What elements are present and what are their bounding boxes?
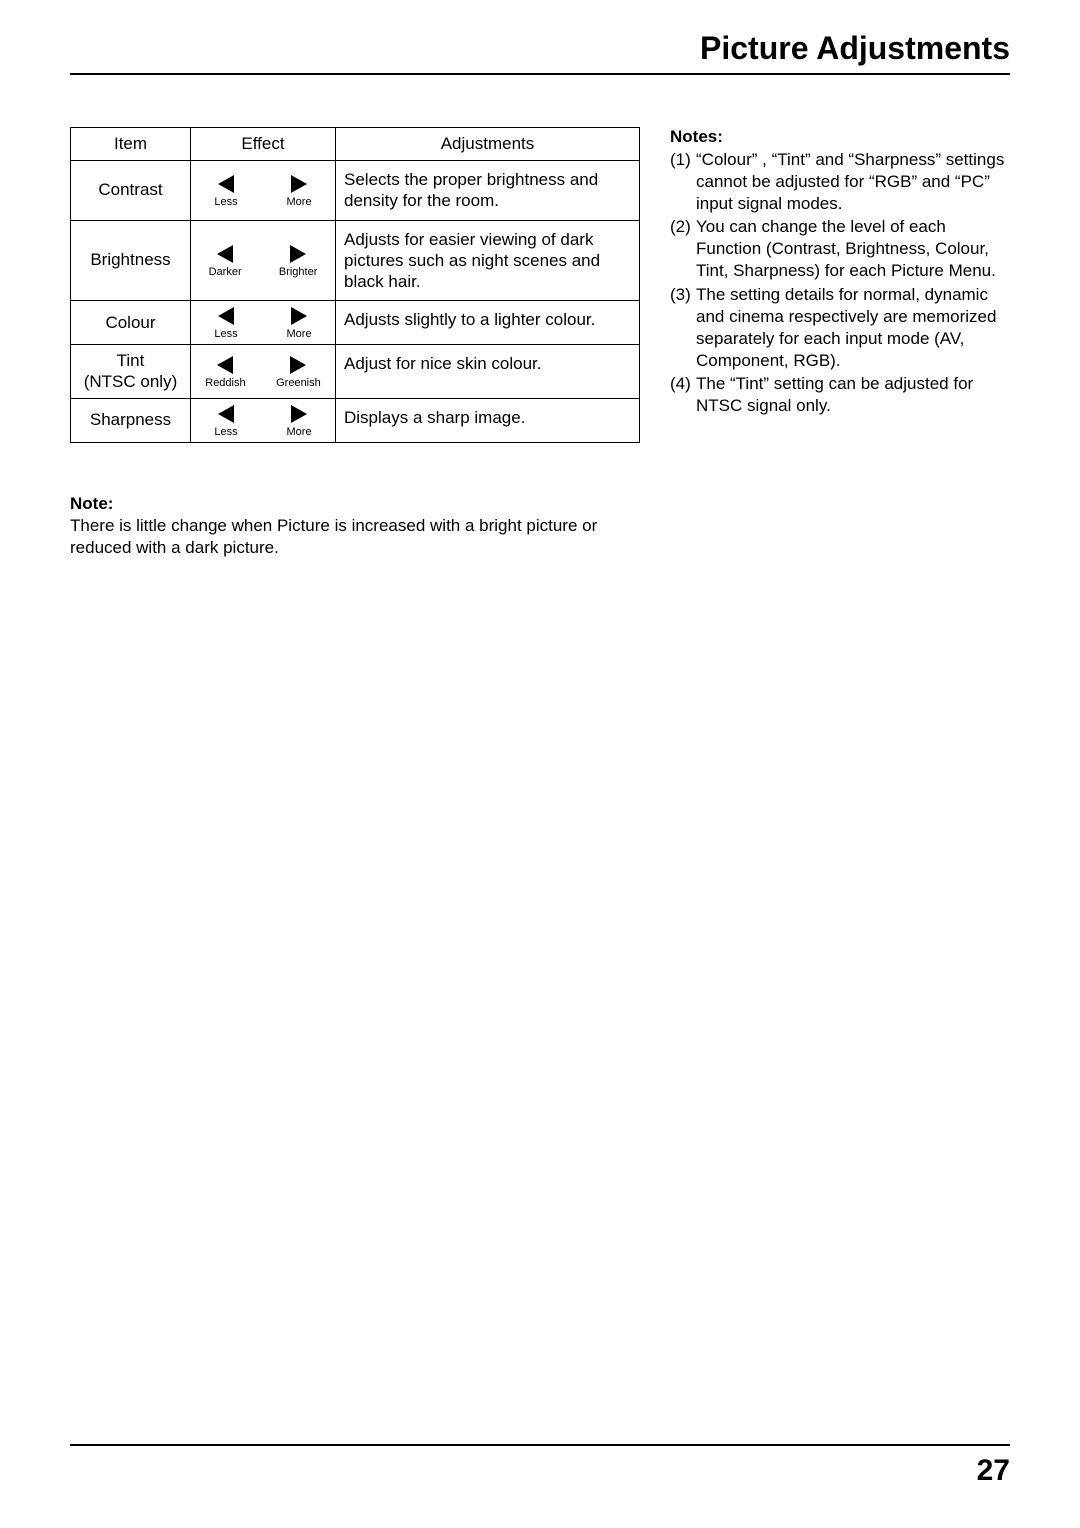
note-number: (3) (670, 284, 696, 372)
table-row: Contrast Less More Selects the proper brigh… (71, 161, 640, 221)
adjustment-desc: Adjusts for easier viewing of dark pictu… (336, 220, 640, 301)
note-number: (1) (670, 149, 696, 215)
note-number: (4) (670, 373, 696, 417)
adjustment-desc: Adjusts slightly to a lighter colour. (336, 301, 640, 345)
page-footer: 27 (70, 1444, 1010, 1488)
adjustment-desc: Selects the proper brightness and densit… (336, 161, 640, 221)
col-adjustments: Adjustments (336, 128, 640, 161)
effect-left-label: Less (214, 427, 237, 438)
note-text: The setting details for normal, dynamic … (696, 284, 1010, 372)
arrow-right-icon (291, 405, 307, 423)
effect-cell: Less More (191, 399, 336, 443)
item-cell: Contrast (71, 161, 191, 221)
col-item: Item (71, 128, 191, 161)
effect-left-label: Darker (209, 267, 242, 278)
table-row: Brightness Darker Brighter Adjusts for easi… (71, 220, 640, 301)
note-number: (2) (670, 216, 696, 282)
adjustment-desc: Adjust for nice skin colour. (336, 345, 640, 399)
arrow-right-icon (291, 175, 307, 193)
note-item: (3)The setting details for normal, dynam… (670, 284, 1010, 372)
arrow-left-icon (218, 307, 234, 325)
bottom-note-text: There is little change when Picture is i… (70, 515, 640, 559)
adjustments-table: Item Effect Adjustments Contrast Less More… (70, 127, 640, 443)
page-title: Picture Adjustments (70, 30, 1010, 67)
notes-list: (1)“Colour” , “Tint” and “Sharpness” set… (670, 149, 1010, 417)
effect-left-label: Less (214, 197, 237, 208)
effect-cell: Less More (191, 161, 336, 221)
adjustment-desc: Displays a sharp image. (336, 399, 640, 443)
table-row: Tint(NTSC only) Reddish Greenish Adjust for… (71, 345, 640, 399)
effect-left-label: Less (214, 329, 237, 340)
item-cell: Tint(NTSC only) (71, 345, 191, 399)
effect-left-label: Reddish (205, 378, 245, 389)
table-row: Sharpness Less More Displays a sharp image. (71, 399, 640, 443)
bottom-note: Note: There is little change when Pictur… (70, 493, 640, 559)
note-item: (4)The “Tint” setting can be adjusted fo… (670, 373, 1010, 417)
arrow-left-icon (218, 175, 234, 193)
effect-right-label: More (287, 427, 312, 438)
effect-right-label: More (287, 197, 312, 208)
effect-right-label: More (287, 329, 312, 340)
note-item: (1)“Colour” , “Tint” and “Sharpness” set… (670, 149, 1010, 215)
notes-heading: Notes: (670, 127, 1010, 147)
arrow-right-icon (291, 307, 307, 325)
arrow-left-icon (217, 245, 233, 263)
arrow-left-icon (217, 356, 233, 374)
bottom-note-heading: Note: (70, 493, 640, 515)
effect-right-label: Brighter (279, 267, 318, 278)
item-cell: Brightness (71, 220, 191, 301)
item-cell: Colour (71, 301, 191, 345)
note-text: The “Tint” setting can be adjusted for N… (696, 373, 1010, 417)
effect-cell: Less More (191, 301, 336, 345)
item-cell: Sharpness (71, 399, 191, 443)
col-effect: Effect (191, 128, 336, 161)
page-header: Picture Adjustments (70, 30, 1010, 75)
arrow-right-icon (290, 356, 306, 374)
page-number: 27 (977, 1454, 1010, 1487)
note-text: “Colour” , “Tint” and “Sharpness” settin… (696, 149, 1010, 215)
effect-cell: Reddish Greenish (191, 345, 336, 399)
effect-cell: Darker Brighter (191, 220, 336, 301)
arrow-left-icon (218, 405, 234, 423)
effect-right-label: Greenish (276, 378, 321, 389)
arrow-right-icon (290, 245, 306, 263)
table-row: Colour Less More Adjusts slightly to a ligh… (71, 301, 640, 345)
note-item: (2)You can change the level of each Func… (670, 216, 1010, 282)
note-text: You can change the level of each Functio… (696, 216, 1010, 282)
